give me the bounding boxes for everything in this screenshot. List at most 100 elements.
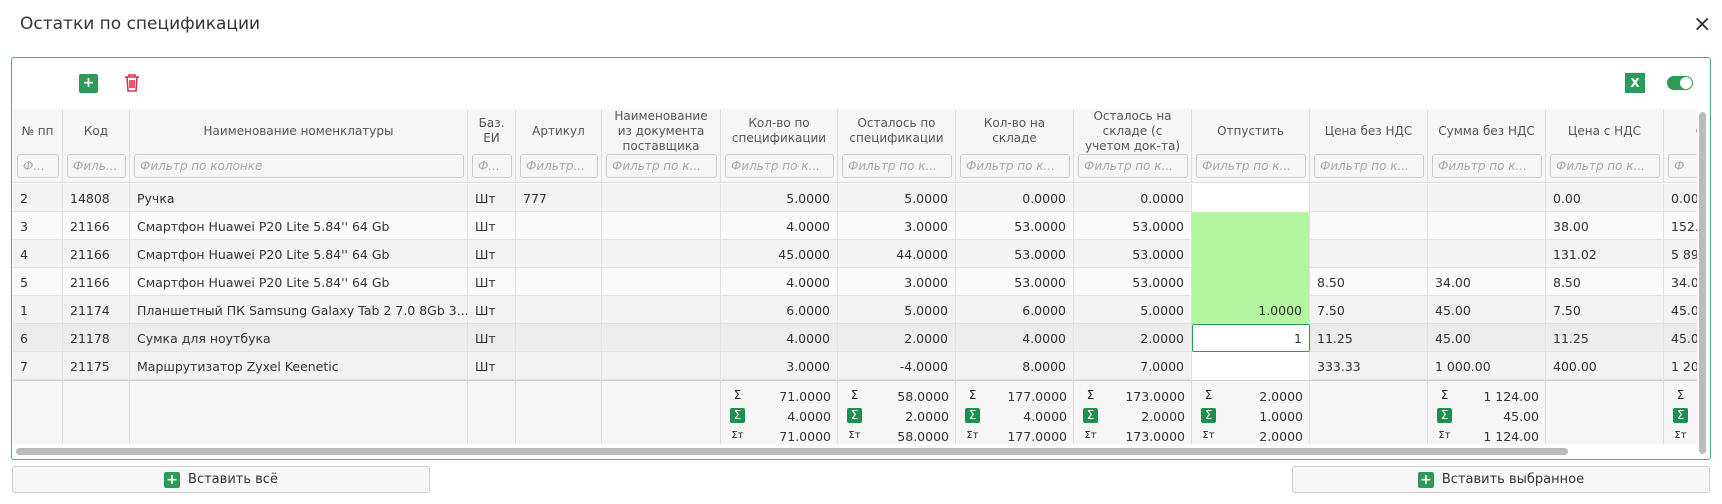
column-divider — [1309, 153, 1310, 183]
table-cell: 53.0000 — [1074, 268, 1192, 296]
table-cell: Сумка для ноутбука — [130, 324, 468, 352]
table-cell[interactable] — [1192, 352, 1310, 380]
table-cell: Смартфон Huawei P20 Lite 5.84'' 64 Gb — [130, 268, 468, 296]
column-filter[interactable]: Фильтр по к... — [1550, 154, 1660, 178]
row-bg — [13, 352, 1697, 380]
table-cell: 21178 — [63, 324, 130, 352]
table-cell: 333.33 — [1310, 352, 1428, 380]
column-header: Кол-во на складе — [956, 109, 1074, 153]
table-cell[interactable] — [1192, 240, 1310, 268]
table-cell — [1428, 212, 1546, 240]
table-cell[interactable]: 1.0000 — [1192, 296, 1310, 324]
table-cell: 45.00 — [1664, 296, 1697, 324]
table-cell: 5.0000 — [721, 184, 838, 212]
column-filter[interactable]: Фильтр по колонке — [134, 154, 464, 178]
column-filter[interactable]: Фильтр по к... — [1432, 154, 1542, 178]
column-header: Баз. ЕИ — [468, 109, 516, 153]
table-cell: 4.0000 — [721, 212, 838, 240]
total-value: 58.0000 — [897, 388, 949, 404]
row-bg — [13, 184, 1697, 212]
table-cell: Ручка — [130, 184, 468, 212]
table-cell — [602, 212, 721, 240]
column-filter[interactable]: Ф — [1668, 154, 1697, 178]
table-cell: 7.50 — [1546, 296, 1664, 324]
sum-icon: Σ — [1083, 408, 1098, 423]
toggle[interactable] — [1667, 76, 1693, 90]
table-cell: Планшетный ПК Samsung Galaxy Tab 2 7.0 8… — [130, 296, 468, 324]
column-filter[interactable]: Ф... — [17, 154, 59, 178]
table-cell: Шт — [468, 296, 516, 324]
table-cell — [516, 296, 602, 324]
table-cell: 3.0000 — [838, 268, 956, 296]
release-input[interactable]: 1 — [1192, 324, 1310, 352]
table-cell — [516, 324, 602, 352]
total-value: 58.0000 — [897, 428, 949, 444]
column-filter[interactable]: Фильтр по к... — [842, 154, 952, 178]
table-cell: 34.00 — [1428, 268, 1546, 296]
v-scrollbar[interactable] — [1699, 112, 1706, 454]
column-divider — [1191, 153, 1192, 183]
sum-icon: Σ — [1673, 408, 1688, 423]
sum-icon: Σ — [847, 408, 862, 423]
total-value: 45.00 — [1503, 408, 1539, 424]
table-cell — [516, 212, 602, 240]
excel-button[interactable]: X — [1625, 73, 1645, 93]
table-cell: Шт — [468, 184, 516, 212]
sum-icon: Σ — [1676, 388, 1685, 402]
table-cell: Шт — [468, 240, 516, 268]
total-value: 2.0000 — [1259, 428, 1303, 444]
table-cell: 2.0000 — [1074, 324, 1192, 352]
row-bg — [13, 324, 1697, 352]
column-filter[interactable]: Фильтр по к... — [1196, 154, 1306, 178]
table-cell: 53.0000 — [1074, 212, 1192, 240]
table-cell: 1 200 — [1664, 352, 1697, 380]
column-divider — [129, 153, 130, 183]
table-cell: Шт — [468, 324, 516, 352]
column-filter[interactable]: Фильтр по к... — [1078, 154, 1188, 178]
total-value: 177.0000 — [1007, 428, 1067, 444]
table-cell: 5.0000 — [838, 184, 956, 212]
table-cell[interactable] — [1192, 184, 1310, 212]
column-divider — [1545, 380, 1546, 444]
total-value: 71.0000 — [779, 428, 831, 444]
column-filter[interactable]: Филь... — [67, 154, 126, 178]
table-cell[interactable] — [1192, 212, 1310, 240]
column-divider — [1663, 153, 1664, 183]
table-cell: 2.0000 — [838, 324, 956, 352]
table-cell: 8.50 — [1310, 268, 1428, 296]
column-divider — [720, 380, 721, 444]
column-filter[interactable]: Фильтр по к... — [606, 154, 717, 178]
table-cell: 0.0000 — [956, 184, 1074, 212]
close-button[interactable]: × — [1693, 12, 1712, 37]
table-cell: 6.0000 — [956, 296, 1074, 324]
column-filter[interactable]: Фильтр по к... — [725, 154, 834, 178]
insert-all-button[interactable]: + Вставить всё — [12, 466, 430, 493]
column-filter[interactable]: Ф... — [472, 154, 512, 178]
column-divider — [720, 153, 721, 183]
table-cell: 21174 — [63, 296, 130, 324]
table-cell: 45.00 — [1428, 324, 1546, 352]
table-cell: 11.25 — [1546, 324, 1664, 352]
total-value: 173.0000 — [1125, 388, 1185, 404]
delete-button[interactable] — [123, 73, 141, 93]
table-cell — [516, 240, 602, 268]
column-filter[interactable]: Фильтр по к... — [960, 154, 1070, 178]
sum-icon: Σт — [1202, 430, 1215, 441]
column-header: Кол-во по спецификации — [721, 109, 838, 153]
table-cell: 3.0000 — [721, 352, 838, 380]
insert-selected-button[interactable]: + Вставить выбранное — [1292, 466, 1710, 493]
column-divider — [1073, 153, 1074, 183]
add-button[interactable]: + — [79, 74, 98, 93]
column-filter[interactable]: Фильтр... — [520, 154, 598, 178]
column-divider — [837, 153, 838, 183]
table-cell: 53.0000 — [1074, 240, 1192, 268]
table-cell: 5 890 — [1664, 240, 1697, 268]
table-cell — [1310, 240, 1428, 268]
table-cell: Шт — [468, 352, 516, 380]
table-cell: 6.0000 — [721, 296, 838, 324]
h-scrollbar[interactable] — [16, 448, 1568, 455]
table-cell — [602, 324, 721, 352]
column-filter[interactable]: Фильтр по к... — [1314, 154, 1424, 178]
table-cell[interactable] — [1192, 268, 1310, 296]
column-header: Су — [1664, 109, 1697, 153]
